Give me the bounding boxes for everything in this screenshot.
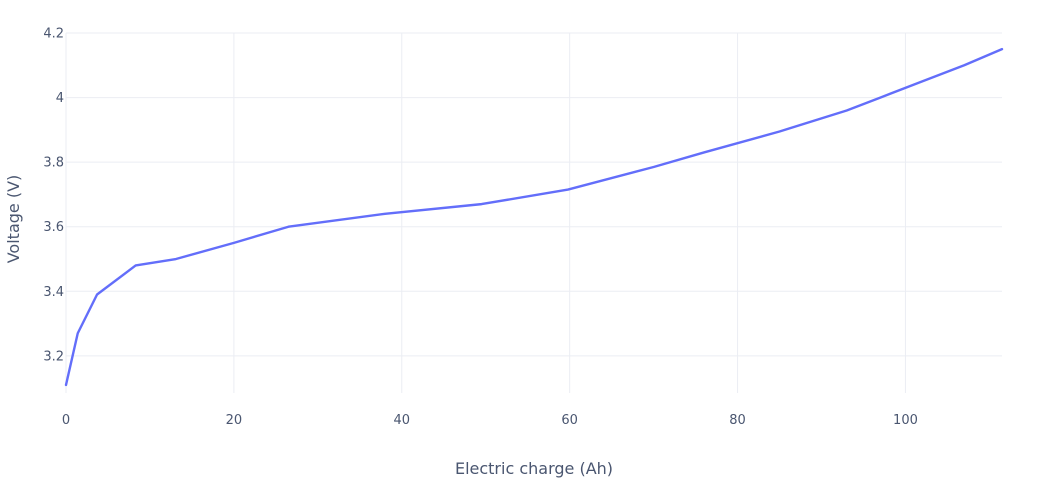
x-tick-label: 0 [62, 413, 70, 428]
x-tick-label: 40 [394, 413, 411, 428]
y-axis-title: Voltage (V) [4, 175, 23, 264]
y-tick-label: 3.8 [43, 156, 64, 171]
x-axis-ticks: 0 20 40 60 80 100 [62, 413, 918, 428]
y-tick-label: 4.2 [43, 27, 64, 42]
series-layer [64, 47, 1004, 387]
y-tick-label: 3.2 [43, 349, 64, 364]
grid [65, 32, 1002, 393]
x-tick-label: 80 [729, 413, 746, 428]
x-tick-label: 60 [561, 413, 578, 428]
x-axis-title: Electric charge (Ah) [455, 459, 613, 478]
x-tick-label: 20 [226, 413, 243, 428]
series-line-0 [64, 47, 1004, 387]
x-tick-label: 100 [893, 413, 918, 428]
y-tick-label: 3.4 [43, 285, 64, 300]
y-tick-label: 3.6 [43, 220, 64, 235]
y-tick-label: 4 [56, 91, 64, 106]
y-axis-ticks: 3.2 3.4 3.6 3.8 4 4.2 [43, 27, 64, 365]
